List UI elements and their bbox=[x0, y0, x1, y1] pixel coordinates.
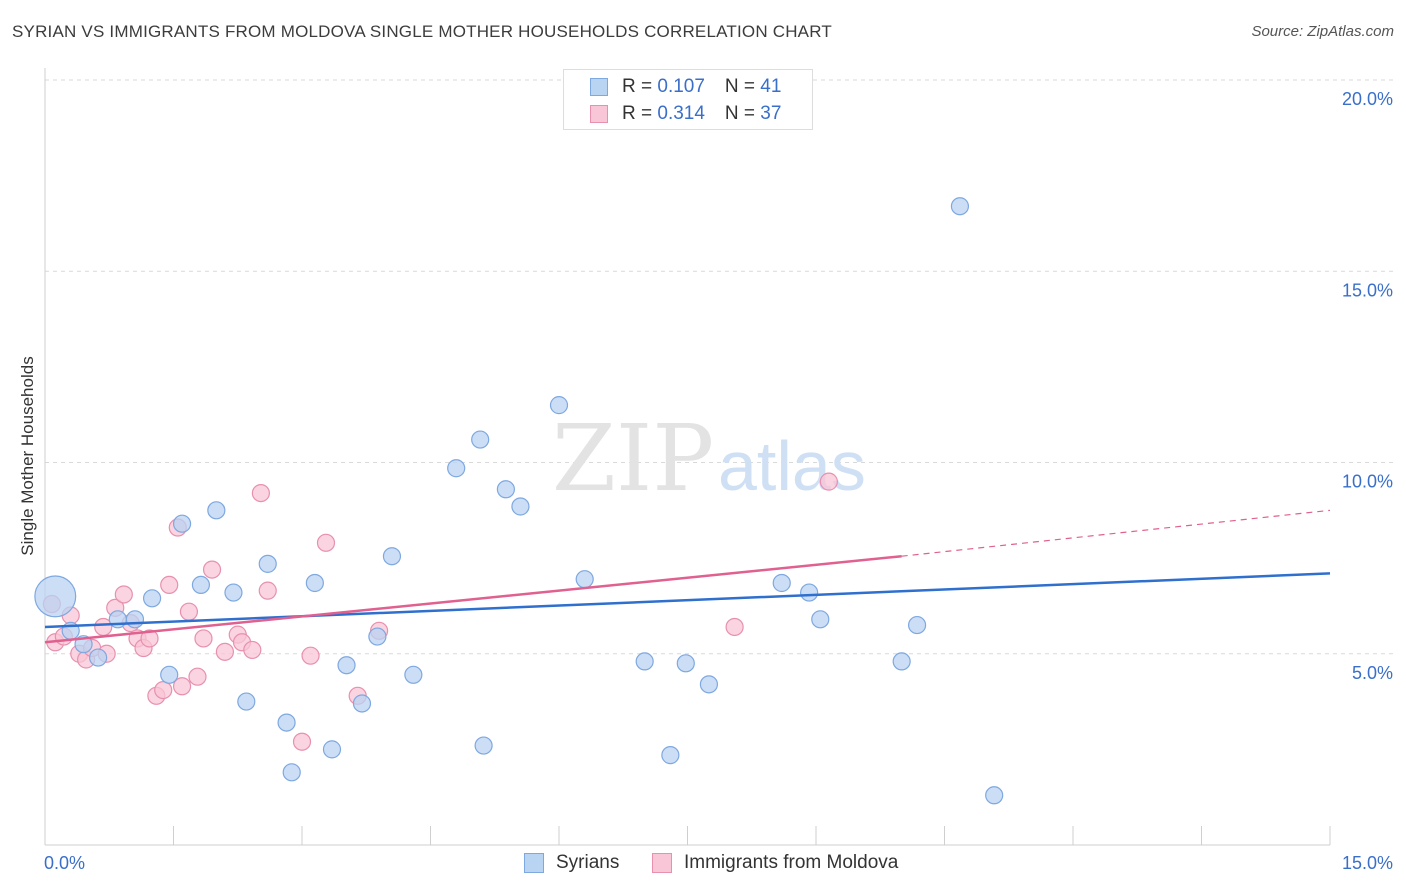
trend-lines bbox=[44, 509, 1331, 644]
moldova-point bbox=[725, 617, 744, 637]
syrians-swatch bbox=[590, 78, 608, 96]
moldova-legend-label: Immigrants from Moldova bbox=[684, 852, 899, 873]
syrians-point bbox=[125, 610, 145, 629]
syrians-point bbox=[404, 665, 423, 684]
moldova-point bbox=[188, 667, 207, 686]
y-tick-label: 15.0% bbox=[1342, 280, 1393, 300]
syrians-point bbox=[160, 665, 179, 684]
x-tick-label-max: 15.0% bbox=[1342, 853, 1393, 873]
syrians-point bbox=[237, 692, 256, 711]
syrians-point bbox=[191, 575, 211, 595]
syrians-point bbox=[471, 430, 490, 449]
syrians-legend-swatch bbox=[524, 853, 544, 873]
syrians-point bbox=[892, 652, 911, 671]
syrians-legend-label: Syrians bbox=[556, 852, 620, 873]
syrians-point bbox=[907, 615, 927, 635]
watermark: ZIP atlas bbox=[552, 405, 866, 512]
n-label: N = bbox=[724, 76, 761, 97]
n-value-syrians: 41 bbox=[760, 76, 782, 97]
syrians-point bbox=[368, 627, 387, 646]
tick-labels: 5.0% 10.0% 15.0% 20.0% 0.0% 15.0% bbox=[44, 89, 1393, 873]
syrians-point bbox=[676, 654, 695, 673]
syrians-point bbox=[382, 547, 402, 566]
axes bbox=[44, 68, 1331, 846]
moldova-point bbox=[819, 472, 838, 491]
syrians-point bbox=[474, 736, 493, 755]
moldova-point bbox=[140, 629, 159, 648]
moldova-point bbox=[202, 560, 222, 579]
source-credit: Source: ZipAtlas.com bbox=[1251, 23, 1394, 40]
moldova-point bbox=[301, 646, 320, 665]
r-value-syrians: 0.107 bbox=[657, 76, 705, 97]
moldova-point bbox=[154, 680, 173, 700]
syrians-point bbox=[224, 583, 243, 602]
moldova-point bbox=[160, 575, 179, 595]
moldova-point bbox=[172, 677, 192, 696]
r-label: R = bbox=[622, 76, 658, 97]
moldova-point bbox=[179, 602, 199, 621]
syrians-point bbox=[142, 589, 162, 608]
moldova-point bbox=[243, 640, 262, 660]
syrians-point bbox=[549, 396, 569, 415]
syrians-point bbox=[447, 459, 466, 478]
y-tick-label: 20.0% bbox=[1342, 89, 1393, 109]
syrians-point bbox=[496, 480, 515, 499]
moldova-trend-extension bbox=[901, 509, 1331, 557]
moldova-point bbox=[114, 585, 133, 604]
syrians-point bbox=[635, 652, 654, 671]
syrians-point bbox=[89, 648, 108, 667]
watermark-atlas: atlas bbox=[718, 427, 866, 505]
syrians-point bbox=[699, 675, 719, 694]
syrians-point bbox=[985, 786, 1004, 805]
moldova-point bbox=[292, 732, 312, 751]
gridlines bbox=[45, 79, 1393, 655]
syrians-point bbox=[34, 575, 77, 618]
syrians-point bbox=[277, 713, 296, 732]
syrians-point bbox=[811, 610, 830, 629]
y-tick-label: 10.0% bbox=[1342, 472, 1393, 492]
moldova-point bbox=[316, 533, 336, 552]
n-value-moldova: 37 bbox=[760, 103, 782, 124]
syrians-point bbox=[511, 497, 530, 516]
moldova-swatch bbox=[590, 105, 608, 123]
series-legend: Syrians Immigrants from Moldova bbox=[0, 852, 1406, 878]
moldova-point bbox=[194, 629, 213, 648]
syrians-point bbox=[258, 554, 277, 573]
syrians-point bbox=[282, 763, 301, 782]
syrians-point bbox=[322, 740, 342, 759]
syrians-point bbox=[772, 573, 791, 593]
syrians-point bbox=[172, 514, 192, 533]
chart-title: SYRIAN VS IMMIGRANTS FROM MOLDOVA SINGLE… bbox=[12, 22, 832, 41]
syrians-trend-line bbox=[44, 572, 1331, 629]
syrians-point bbox=[337, 656, 356, 675]
moldova-point bbox=[258, 581, 277, 600]
syrians-point bbox=[800, 583, 819, 602]
moldova-trend-line bbox=[44, 554, 902, 644]
y-tick-label: 5.0% bbox=[1352, 663, 1393, 683]
n-label: N = bbox=[724, 103, 761, 124]
syrians-point bbox=[305, 573, 324, 593]
syrians-point bbox=[207, 501, 226, 520]
moldova-legend-swatch bbox=[652, 853, 672, 873]
moldova-point bbox=[251, 484, 270, 503]
syrians-point bbox=[661, 746, 680, 765]
correlation-legend: R = 0.107 N = 41 R = 0.314 N = 37 bbox=[563, 69, 813, 130]
moldova-point bbox=[215, 642, 234, 661]
x-tick-label-min: 0.0% bbox=[44, 853, 85, 873]
r-label: R = bbox=[622, 103, 658, 124]
syrians-point bbox=[352, 694, 372, 713]
syrians-point bbox=[950, 197, 970, 216]
watermark-zip: ZIP bbox=[552, 405, 714, 512]
r-value-moldova: 0.314 bbox=[657, 103, 705, 124]
syrians-point bbox=[575, 570, 594, 589]
